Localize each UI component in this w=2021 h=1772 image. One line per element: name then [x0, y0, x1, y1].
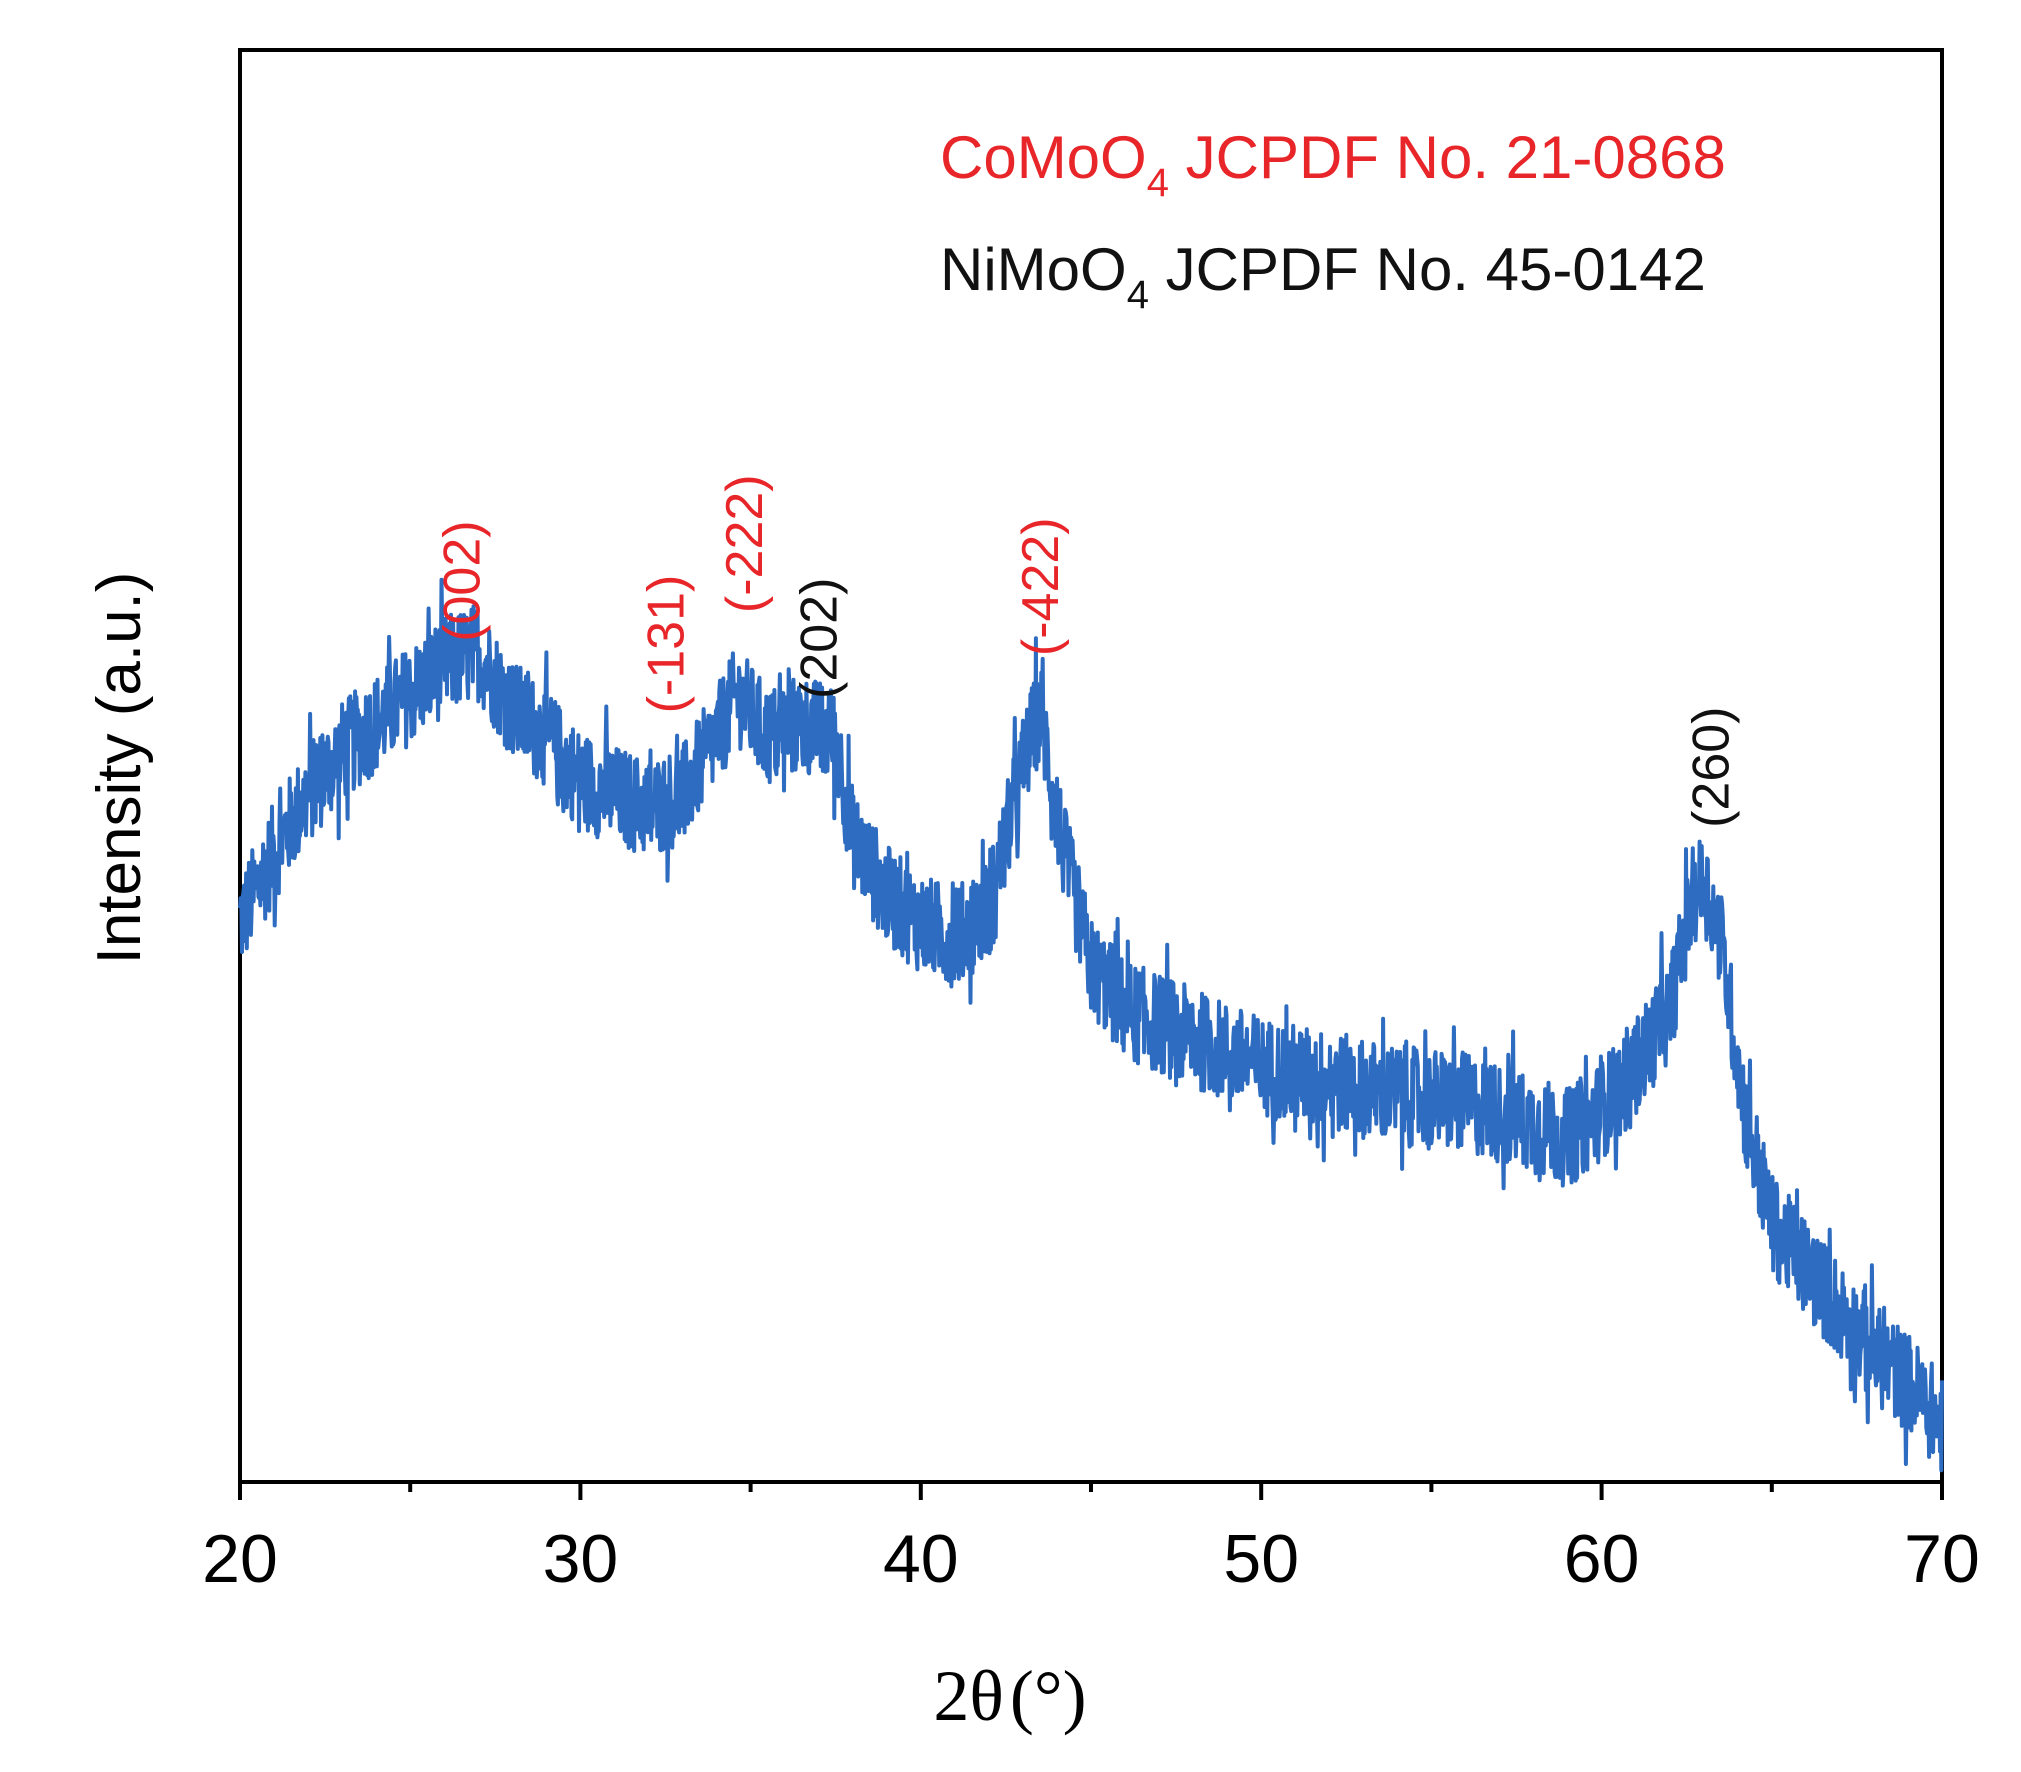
- x-tick-label-50: 50: [1223, 1521, 1299, 1597]
- peak-label-minus422: (-422): [1012, 517, 1070, 656]
- legend-entry-nimoo4: NiMoO4 JCPDF No. 45-0142: [940, 236, 1706, 317]
- legend-entry-comoo4-base: CoMoO: [940, 124, 1147, 191]
- peak-label-002: (002): [433, 520, 491, 641]
- peak-label-minus222: (-222): [716, 474, 774, 613]
- legend-entry-nimoo4-suffix: JCPDF No. 45-0142: [1149, 236, 1706, 303]
- legend-entry-nimoo4-base: NiMoO: [940, 236, 1127, 303]
- x-axis-label-unit: (°): [1010, 1656, 1087, 1736]
- series-line-xrd-pattern: [238, 577, 1944, 1473]
- x-tick-label-20: 20: [202, 1521, 278, 1597]
- peak-label-202: (202): [791, 578, 849, 699]
- peak-label-260: (260): [1683, 706, 1741, 827]
- legend: CoMoO4 JCPDF No. 21-0868 NiMoO4 JCPDF No…: [940, 124, 1726, 317]
- x-axis-ticks: 20 30 40 50 60 70: [202, 1482, 1980, 1597]
- x-tick-label-40: 40: [883, 1521, 959, 1597]
- legend-entry-comoo4-subscript: 4: [1147, 161, 1169, 205]
- x-axis-label-main: 2θ: [933, 1656, 1004, 1736]
- peak-label-minus131: (-131): [638, 575, 696, 714]
- legend-entry-comoo4-suffix: JCPDF No. 21-0868: [1169, 124, 1726, 191]
- x-tick-label-70: 70: [1904, 1521, 1980, 1597]
- x-axis-label: 2θ(°): [933, 1656, 1086, 1736]
- legend-entry-comoo4: CoMoO4 JCPDF No. 21-0868: [940, 124, 1726, 205]
- x-tick-label-60: 60: [1564, 1521, 1640, 1597]
- legend-entry-nimoo4-subscript: 4: [1127, 273, 1149, 317]
- x-tick-label-30: 30: [543, 1521, 619, 1597]
- y-axis-label: Intensity (a.u.): [85, 572, 154, 965]
